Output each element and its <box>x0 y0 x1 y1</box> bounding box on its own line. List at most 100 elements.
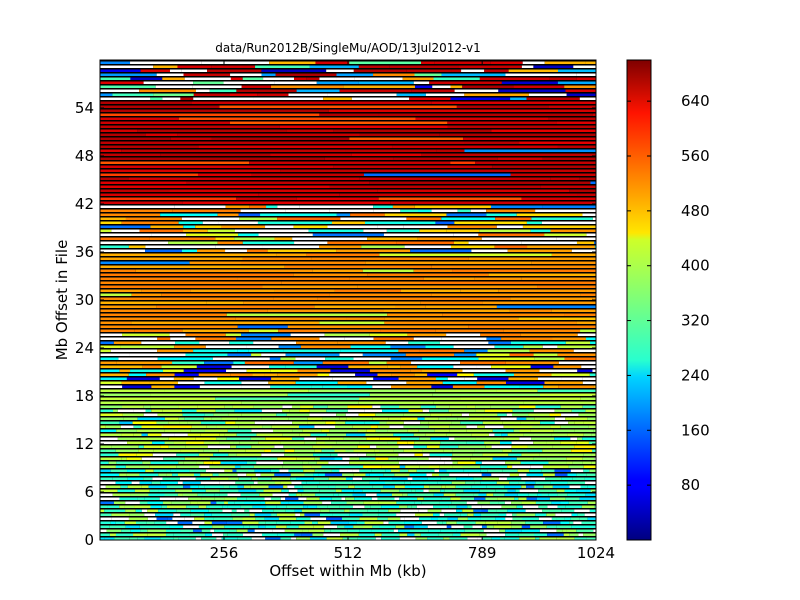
heatmap-row <box>100 293 596 296</box>
heatmap-cell <box>290 521 305 524</box>
heatmap-cell <box>379 525 396 528</box>
heatmap-cell <box>381 505 400 508</box>
heatmap-cell <box>100 325 238 328</box>
heatmap-cell <box>454 437 476 440</box>
heatmap-row <box>100 457 596 460</box>
heatmap-cell <box>420 405 436 408</box>
heatmap-cell <box>178 117 416 120</box>
heatmap-cell <box>113 501 126 504</box>
heatmap-cell <box>388 509 401 512</box>
heatmap-cell <box>143 445 161 448</box>
heatmap-cell <box>124 521 136 524</box>
heatmap-cell <box>302 429 322 432</box>
heatmap-cell <box>209 465 235 468</box>
heatmap-cell <box>223 533 228 536</box>
heatmap-cell <box>353 357 391 360</box>
heatmap-row <box>100 137 596 140</box>
heatmap-cell <box>165 529 181 532</box>
heatmap-cell <box>284 529 303 532</box>
heatmap-cell <box>294 509 302 512</box>
heatmap-cell <box>485 445 492 448</box>
heatmap-cell <box>378 513 397 516</box>
heatmap-cell <box>243 485 251 488</box>
heatmap-cell <box>270 469 280 472</box>
heatmap-cell <box>395 305 426 308</box>
heatmap-cell <box>296 477 314 480</box>
heatmap-cell <box>100 205 175 208</box>
heatmap-cell <box>486 533 506 536</box>
heatmap-cell <box>542 509 550 512</box>
heatmap-cell <box>335 485 349 488</box>
heatmap-cell <box>506 413 512 416</box>
heatmap-cell <box>583 433 592 436</box>
heatmap-cell <box>574 421 584 424</box>
heatmap-cell <box>582 461 592 464</box>
heatmap-cell <box>435 389 497 392</box>
heatmap-cell <box>269 357 281 360</box>
heatmap-cell <box>100 149 122 152</box>
heatmap-cell <box>519 489 539 492</box>
heatmap-cell <box>295 513 301 516</box>
heatmap-cell <box>258 193 340 196</box>
heatmap-cell <box>100 217 126 220</box>
heatmap-cell <box>276 413 287 416</box>
heatmap-cell <box>414 533 421 536</box>
heatmap-cell <box>244 361 294 364</box>
heatmap-cell <box>311 257 469 260</box>
heatmap-cell <box>454 89 499 92</box>
heatmap-cell <box>316 505 328 508</box>
heatmap-cell <box>303 469 315 472</box>
heatmap-row <box>100 481 596 484</box>
heatmap-cell <box>503 437 520 440</box>
heatmap-cell <box>486 209 536 212</box>
heatmap-row <box>100 69 596 72</box>
heatmap-cell <box>239 377 272 380</box>
heatmap-cell <box>146 373 175 376</box>
heatmap-cell <box>407 441 415 444</box>
heatmap-cell <box>100 97 151 100</box>
heatmap-cell <box>393 449 404 452</box>
heatmap-cell <box>378 197 522 200</box>
heatmap-cell <box>227 493 241 496</box>
heatmap-cell <box>100 65 154 68</box>
heatmap-cell <box>174 385 200 388</box>
heatmap-cell <box>175 341 200 344</box>
heatmap-cell <box>582 213 596 216</box>
heatmap-cell <box>475 405 491 408</box>
heatmap-cell <box>488 433 495 436</box>
heatmap-cell <box>329 293 432 296</box>
heatmap-cell <box>121 433 134 436</box>
heatmap-row <box>100 353 596 356</box>
heatmap-cell <box>464 349 488 352</box>
heatmap-cell <box>404 517 420 520</box>
heatmap-cell <box>100 261 190 264</box>
heatmap-cell <box>167 517 173 520</box>
heatmap-cell <box>341 489 354 492</box>
heatmap-cell <box>127 469 146 472</box>
heatmap-cell <box>570 517 580 520</box>
heatmap-cell <box>100 441 128 444</box>
heatmap-cell <box>558 69 596 72</box>
heatmap-cell <box>365 493 377 496</box>
heatmap-cell <box>418 429 435 432</box>
heatmap-row <box>100 381 596 384</box>
heatmap-row <box>100 225 596 228</box>
heatmap-cell <box>569 533 579 536</box>
heatmap-cell <box>282 465 303 468</box>
heatmap-cell <box>579 177 596 180</box>
heatmap-cell <box>569 521 574 524</box>
heatmap-cell <box>336 413 346 416</box>
heatmap-cell <box>223 485 230 488</box>
heatmap-cell <box>178 537 196 540</box>
heatmap-cell <box>533 441 547 444</box>
heatmap-cell <box>391 385 432 388</box>
heatmap-cell <box>398 445 414 448</box>
heatmap-cell <box>389 425 404 428</box>
heatmap-cell <box>348 365 388 368</box>
heatmap-cell <box>100 341 114 344</box>
heatmap-cell <box>100 301 207 304</box>
heatmap-cell <box>271 477 291 480</box>
heatmap-cell <box>253 341 297 344</box>
heatmap-cell <box>431 517 438 520</box>
heatmap-cell <box>183 461 197 464</box>
